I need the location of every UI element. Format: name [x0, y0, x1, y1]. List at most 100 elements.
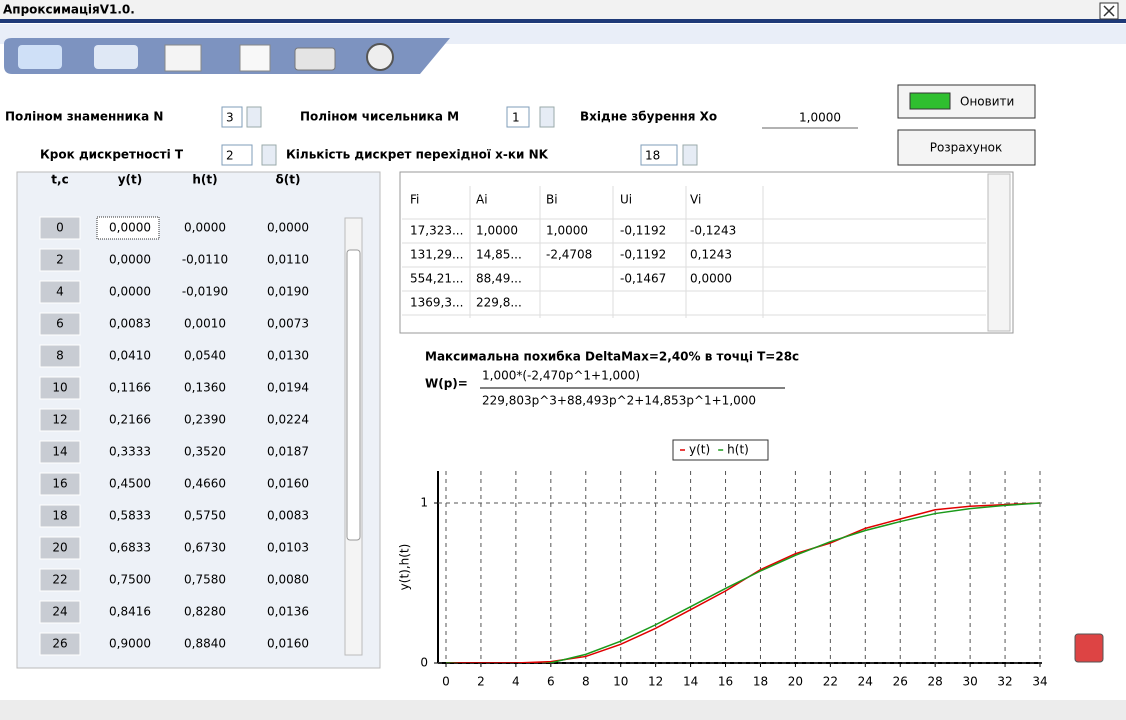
left-cell: 0,3520: [184, 445, 226, 459]
left-cell: 20: [52, 541, 67, 555]
legend-label: y(t): [689, 443, 710, 457]
calculate-button[interactable]: [897, 129, 1036, 166]
t-cell: [39, 440, 81, 464]
right-header: Fi: [410, 193, 419, 207]
left-cell: 0,8280: [184, 605, 226, 619]
left-cell: 24: [52, 605, 67, 619]
right-table-panel: [399, 171, 1014, 334]
right-cell: -0,1467: [620, 272, 666, 286]
t-cell: [39, 408, 81, 432]
left-cell: 18: [52, 509, 67, 523]
right-cell: 1,0000: [546, 224, 588, 238]
x-tick-label: 8: [582, 675, 590, 689]
t-cell: [39, 504, 81, 528]
left-cell: 8: [56, 349, 64, 363]
t-label: Крок дискретності T: [40, 148, 184, 162]
left-header: h(t): [192, 173, 217, 187]
left-cell: 0,0136: [267, 605, 309, 619]
xo-value: 1,0000: [799, 111, 841, 125]
export-icon[interactable]: [1074, 633, 1104, 663]
m-spinner[interactable]: [539, 106, 555, 128]
right-cell: 1369,3...: [410, 296, 463, 310]
icon-save[interactable]: [94, 45, 138, 69]
y-axis-label: y(t),h(t): [398, 544, 412, 591]
x-tick-label: 12: [648, 675, 663, 689]
right-cell: 0,0000: [690, 272, 732, 286]
selected-cell: [96, 216, 160, 240]
close-icon: [1103, 5, 1115, 17]
n-input[interactable]: [221, 106, 243, 128]
icon-word[interactable]: [164, 44, 202, 72]
left-cell: 14: [52, 445, 67, 459]
calculate-label: Розрахунок: [930, 141, 1003, 155]
left-cell: 10: [52, 381, 67, 395]
left-cell: -0,0110: [182, 253, 228, 267]
x-tick-label: 10: [613, 675, 628, 689]
toolbar-icons: [18, 43, 394, 72]
left-cell: 0,0190: [267, 285, 309, 299]
m-input[interactable]: [506, 106, 530, 128]
w-label: W(p)=: [425, 377, 468, 391]
right-cell: 131,29...: [410, 248, 463, 262]
left-cell: 0,0080: [267, 573, 309, 587]
x-tick-label: 0: [442, 675, 450, 689]
left-cell: 0,2166: [109, 413, 151, 427]
right-header: Ui: [620, 193, 632, 207]
left-cell: 0,0083: [267, 509, 309, 523]
xo-label: Вхідне збурення Xo: [580, 110, 717, 124]
icon-new[interactable]: [239, 44, 271, 72]
t-cell: [39, 280, 81, 304]
left-cell: 0,0160: [267, 477, 309, 491]
icon-help[interactable]: [366, 43, 394, 71]
t-cell: [39, 632, 81, 656]
t-cell: [39, 344, 81, 368]
nk-spinner[interactable]: [682, 144, 698, 166]
icon-print[interactable]: [294, 47, 336, 71]
right-cell: 14,85...: [476, 248, 522, 262]
x-tick-label: 22: [823, 675, 838, 689]
right-cell: 0,1243: [690, 248, 732, 262]
left-cell: -0,0190: [182, 285, 228, 299]
t-cell: [39, 472, 81, 496]
left-cell: 0,0000: [267, 221, 309, 235]
t-spinner[interactable]: [261, 144, 277, 166]
left-cell: 0,0000: [184, 221, 226, 235]
left-cell: 22: [52, 573, 67, 587]
x-tick-label: 16: [718, 675, 733, 689]
left-cell: 16: [52, 477, 67, 491]
right-header: Bi: [546, 193, 558, 207]
left-cell: 0,0083: [109, 317, 151, 331]
series-line: [446, 502, 1041, 663]
x-tick-label: 28: [928, 675, 943, 689]
left-cell: 0,2390: [184, 413, 226, 427]
x-tick-label: 18: [753, 675, 768, 689]
right-cell: 88,49...: [476, 272, 522, 286]
nk-input[interactable]: [640, 144, 678, 166]
left-cell: 0,0540: [184, 349, 226, 363]
left-header: t,c: [51, 173, 68, 187]
right-scrollbar[interactable]: [987, 173, 1011, 332]
x-tick-label: 20: [788, 675, 803, 689]
form: [221, 84, 1036, 166]
t-cell: [39, 248, 81, 272]
m-label: Поліном чисельника M: [300, 110, 459, 124]
left-cell: 0,1166: [109, 381, 151, 395]
t-value: 2: [226, 149, 234, 163]
right-cell: -0,1243: [690, 224, 736, 238]
left-cell: 0,5750: [184, 509, 226, 523]
n-label: Поліном знаменника N: [5, 110, 163, 124]
x-tick-label: 4: [512, 675, 520, 689]
t-input[interactable]: [221, 144, 253, 166]
left-cell: 26: [52, 637, 67, 651]
left-cell: 0,4500: [109, 477, 151, 491]
m-value: 1: [512, 111, 520, 125]
title-bar: [0, 0, 1126, 22]
left-cell: 0,4660: [184, 477, 226, 491]
x-tick-label: 14: [683, 675, 698, 689]
left-cell: 0,0000: [109, 285, 151, 299]
n-spinner[interactable]: [246, 106, 262, 128]
left-cell: 0,0224: [267, 413, 309, 427]
y-tick-label: 0: [420, 656, 428, 670]
icon-open[interactable]: [18, 45, 62, 69]
left-scroll-thumb[interactable]: [346, 249, 361, 541]
